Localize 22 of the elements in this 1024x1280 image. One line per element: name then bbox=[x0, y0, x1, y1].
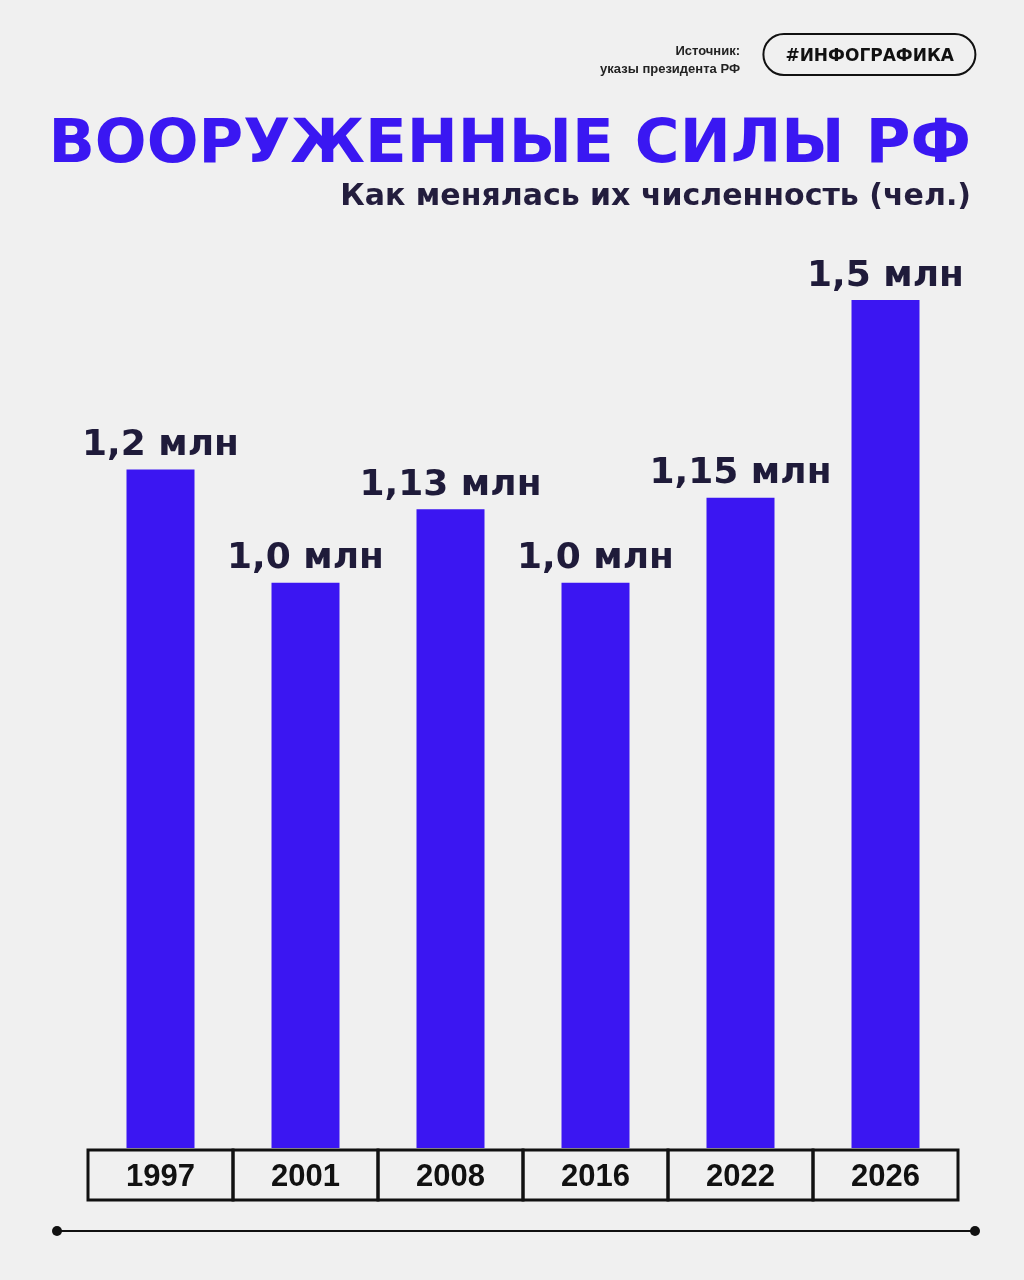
text: Источник: указы президента РФ bbox=[600, 42, 740, 76]
x-tick-label: 2016 bbox=[561, 1157, 630, 1193]
chart-title: ВООРУЖЕННЫЕ СИЛЫ РФ bbox=[48, 105, 971, 176]
data-label: 1,13 млн bbox=[359, 461, 542, 503]
data-label: 1,0 млн bbox=[227, 535, 384, 577]
bar bbox=[706, 497, 775, 1148]
bar bbox=[126, 469, 195, 1148]
x-tick-label: 2008 bbox=[416, 1157, 485, 1193]
data-label: 1,2 млн bbox=[82, 422, 239, 464]
bar bbox=[271, 582, 340, 1148]
data-label: 1,15 млн bbox=[649, 450, 832, 492]
bar bbox=[561, 582, 630, 1148]
x-tick-label: 2022 bbox=[706, 1157, 775, 1193]
chart-subtitle: Как менялась их численность (чел.) bbox=[340, 176, 971, 212]
text: #ИНФОГРАФИКА bbox=[785, 44, 955, 65]
bar bbox=[851, 300, 920, 1148]
bar bbox=[416, 509, 485, 1148]
data-label: 1,0 млн bbox=[517, 535, 674, 577]
x-tick-label: 2026 bbox=[851, 1157, 920, 1193]
x-tick-label: 2001 bbox=[271, 1157, 340, 1193]
x-tick-label: 1997 bbox=[126, 1157, 195, 1193]
data-label: 1,5 млн bbox=[807, 252, 964, 294]
